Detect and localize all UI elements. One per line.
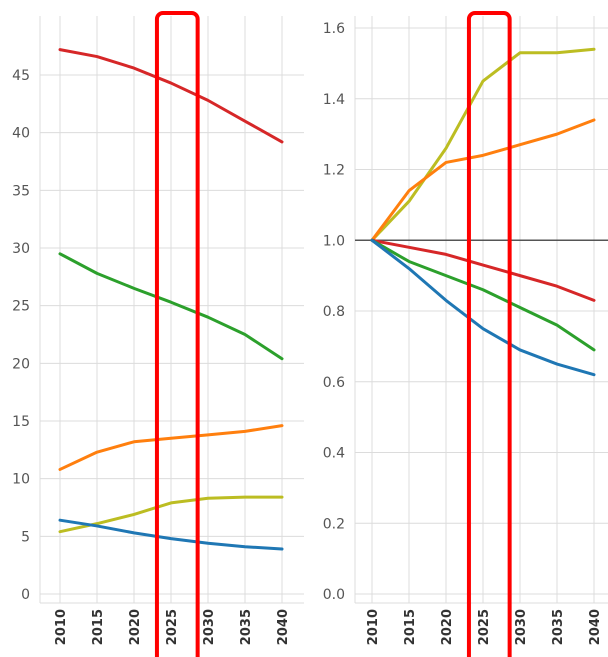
y-tick-label-1-1: 0.2	[323, 516, 345, 532]
y-tick-label-0-9: 45	[12, 68, 30, 84]
series-line-1-0	[370, 47, 596, 242]
x-tick-label-1-4: 2030	[514, 609, 529, 645]
y-tick-label-1-5: 1.0	[323, 233, 345, 249]
series-line-1-3	[370, 238, 596, 352]
x-tick-label-0-0: 2010	[54, 609, 69, 645]
y-tick-label-0-1: 5	[21, 529, 30, 545]
y-tick-label-1-3: 0.6	[323, 375, 345, 391]
series-line-1-4	[370, 238, 596, 377]
y-tick-label-1-4: 0.8	[323, 304, 345, 320]
series-line-0-4	[58, 518, 284, 551]
y-tick-label-1-8: 1.6	[323, 21, 345, 37]
y-tick-label-0-4: 20	[12, 356, 30, 372]
series-line-0-3	[58, 495, 284, 534]
series-line-1-2	[370, 238, 596, 302]
y-tick-label-0-8: 40	[12, 126, 30, 142]
series-line-0-1	[58, 252, 284, 361]
y-tick-label-0-0: 0	[21, 587, 30, 603]
y-tick-label-1-7: 1.4	[323, 92, 345, 108]
x-tick-label-1-3: 2025	[477, 609, 492, 645]
y-tick-label-0-7: 35	[12, 183, 30, 199]
series-line-0-0	[58, 48, 284, 144]
highlight-box-0	[154, 11, 200, 657]
series-line-1-1	[370, 118, 596, 242]
y-tick-label-1-0: 0.0	[323, 587, 345, 603]
y-tick-label-1-6: 1.2	[323, 163, 345, 179]
y-tick-label-0-2: 10	[12, 472, 30, 488]
x-tick-label-1-2: 2020	[440, 609, 455, 645]
x-tick-label-0-2: 2020	[128, 609, 143, 645]
series-line-0-2	[58, 424, 284, 471]
x-tick-label-0-5: 2035	[239, 609, 254, 645]
y-tick-label-0-3: 15	[12, 414, 30, 430]
x-tick-label-1-0: 2010	[366, 609, 381, 645]
x-tick-label-0-4: 2030	[202, 609, 217, 645]
x-tick-label-1-5: 2035	[551, 609, 566, 645]
y-tick-label-0-6: 30	[12, 241, 30, 257]
x-tick-label-1-6: 2040	[588, 609, 603, 645]
y-tick-label-0-5: 25	[12, 299, 30, 315]
x-tick-label-0-1: 2015	[91, 609, 106, 645]
x-tick-label-0-3: 2025	[165, 609, 180, 645]
y-tick-label-1-2: 0.4	[323, 446, 345, 462]
x-tick-label-0-6: 2040	[276, 609, 291, 645]
highlight-box-1	[466, 11, 512, 657]
x-tick-label-1-1: 2015	[403, 609, 418, 645]
